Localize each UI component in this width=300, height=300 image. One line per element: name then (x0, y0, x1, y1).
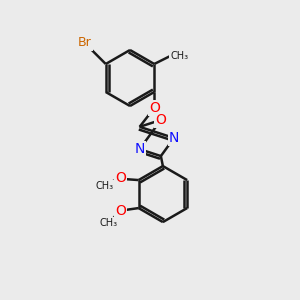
Text: O: O (155, 113, 166, 127)
Text: N: N (169, 131, 179, 145)
Text: CH₃: CH₃ (96, 181, 114, 191)
Text: O: O (115, 171, 126, 185)
Text: O: O (149, 101, 160, 115)
Text: CH₃: CH₃ (170, 51, 188, 61)
Text: O: O (115, 204, 126, 218)
Text: Br: Br (78, 37, 92, 50)
Text: N: N (134, 142, 145, 156)
Text: CH₃: CH₃ (100, 218, 118, 228)
